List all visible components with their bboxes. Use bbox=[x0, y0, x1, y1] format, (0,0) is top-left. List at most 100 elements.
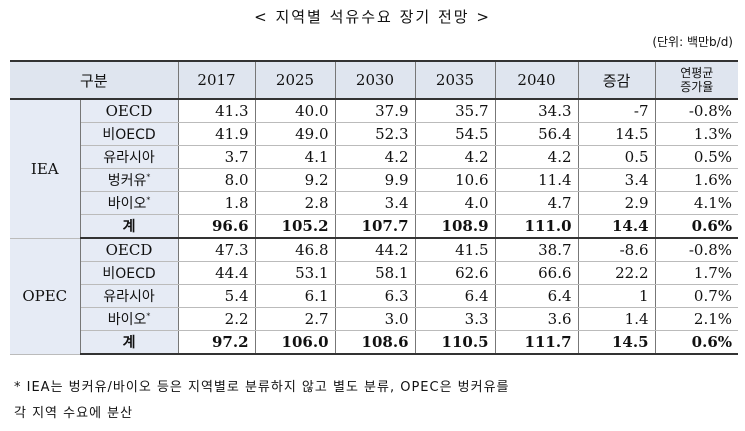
row-label-note: * bbox=[146, 172, 151, 182]
value-cell: 62.6 bbox=[415, 261, 496, 285]
value-cell: 5.4 bbox=[178, 284, 256, 308]
row-label-text: 벙커유 bbox=[107, 173, 147, 189]
value-cell: 46.8 bbox=[255, 238, 336, 262]
value-cell: -0.8% bbox=[655, 99, 739, 123]
value-cell: 108.6 bbox=[335, 330, 416, 355]
value-cell: 4.1% bbox=[655, 191, 739, 215]
value-cell: 2.7 bbox=[255, 307, 336, 331]
value-cell: -0.8% bbox=[655, 238, 739, 262]
value-cell: 3.4 bbox=[578, 168, 656, 192]
table-body: IEA OECD 41.3 40.0 37.9 35.7 34.3 -7 -0.8% 비OECD 4… bbox=[10, 99, 739, 355]
footnote: * IEA는 벙커유/바이오 등은 지역별로 분류하지 않고 별도 분류, OP… bbox=[14, 380, 510, 395]
value-cell: 34.3 bbox=[495, 99, 579, 123]
row-label: 비OECD bbox=[80, 261, 179, 285]
data-row: 벙커유* 8.0 9.2 9.9 10.6 11.4 3.4 1.6% bbox=[10, 168, 739, 192]
value-cell: 10.6 bbox=[415, 168, 496, 192]
value-cell: 2.2 bbox=[178, 307, 256, 331]
header-cell: 연평균 증가율 bbox=[655, 60, 739, 100]
row-label: 벙커유* bbox=[80, 168, 179, 192]
row-label-text: 계 bbox=[122, 219, 136, 235]
value-cell: 4.7 bbox=[495, 191, 579, 215]
value-cell: 111.0 bbox=[495, 214, 579, 239]
row-label: 비OECD bbox=[80, 122, 179, 146]
data-row: 바이오* 2.2 2.7 3.0 3.3 3.6 1.4 2.1% bbox=[10, 307, 739, 331]
value-cell: 47.3 bbox=[178, 238, 256, 262]
row-label-text: 유라시아 bbox=[103, 289, 155, 305]
value-cell: 44.4 bbox=[178, 261, 256, 285]
row-label-note: * bbox=[146, 195, 151, 205]
header-cell: 2025 bbox=[255, 60, 336, 100]
value-cell: 6.1 bbox=[255, 284, 336, 308]
value-cell: 1.7% bbox=[655, 261, 739, 285]
value-cell: 108.9 bbox=[415, 214, 496, 239]
value-cell: 0.6% bbox=[655, 214, 739, 239]
value-cell: 96.6 bbox=[178, 214, 256, 239]
total-row: 계 96.6 105.2 107.7 108.9 111.0 14.4 0.6% bbox=[10, 214, 739, 239]
value-cell: 9.9 bbox=[335, 168, 416, 192]
value-cell: 107.7 bbox=[335, 214, 416, 239]
row-label-note: * bbox=[146, 311, 151, 321]
demand-table: 구분 2017 2025 2030 2035 2040 증감 연평균 증가율 IEA OECD 41… bbox=[10, 60, 739, 355]
value-cell: 14.5 bbox=[578, 122, 656, 146]
header-cell: 2017 bbox=[178, 60, 256, 100]
header-line: 증가율 bbox=[680, 80, 714, 94]
value-cell: 4.1 bbox=[255, 145, 336, 169]
value-cell: 40.0 bbox=[255, 99, 336, 123]
value-cell: 110.5 bbox=[415, 330, 496, 355]
row-label: 계 bbox=[80, 214, 179, 239]
value-cell: 1.6% bbox=[655, 168, 739, 192]
value-cell: 106.0 bbox=[255, 330, 336, 355]
row-label: 유라시아 bbox=[80, 284, 179, 308]
value-cell: 3.6 bbox=[495, 307, 579, 331]
row-label-text: OECD bbox=[105, 241, 153, 259]
value-cell: 9.2 bbox=[255, 168, 336, 192]
row-label-text: OECD bbox=[105, 102, 153, 120]
value-cell: 41.5 bbox=[415, 238, 496, 262]
value-cell: 41.9 bbox=[178, 122, 256, 146]
row-label-text: 바이오 bbox=[107, 312, 147, 328]
row-label: OECD bbox=[80, 238, 179, 262]
data-row: 유라시아 5.4 6.1 6.3 6.4 6.4 1 0.7% bbox=[10, 284, 739, 308]
value-cell: 38.7 bbox=[495, 238, 579, 262]
data-row: 비OECD 44.4 53.1 58.1 62.6 66.6 22.2 1.7% bbox=[10, 261, 739, 285]
row-label: 바이오* bbox=[80, 191, 179, 215]
value-cell: 2.9 bbox=[578, 191, 656, 215]
value-cell: 11.4 bbox=[495, 168, 579, 192]
unit: (단위: 백만b/d) bbox=[652, 35, 733, 49]
row-label-text: 계 bbox=[122, 335, 136, 351]
value-cell: 111.7 bbox=[495, 330, 579, 355]
row-label: 계 bbox=[80, 330, 179, 355]
value-cell: 105.2 bbox=[255, 214, 336, 239]
value-cell: 97.2 bbox=[178, 330, 256, 355]
value-cell: 3.4 bbox=[335, 191, 416, 215]
footnote: 각 지역 수요에 분산 bbox=[14, 406, 134, 421]
row-label: 유라시아 bbox=[80, 145, 179, 169]
value-cell: 56.4 bbox=[495, 122, 579, 146]
value-cell: 3.7 bbox=[178, 145, 256, 169]
value-cell: 4.2 bbox=[415, 145, 496, 169]
title: < 지역별 석유수요 장기 전망 > bbox=[254, 8, 491, 26]
data-row: 유라시아 3.7 4.1 4.2 4.2 4.2 0.5 0.5% bbox=[10, 145, 739, 169]
value-cell: -8.6 bbox=[578, 238, 656, 262]
value-cell: 1.4 bbox=[578, 307, 656, 331]
row-label-text: 비OECD bbox=[102, 127, 156, 143]
value-cell: 44.2 bbox=[335, 238, 416, 262]
value-cell: 8.0 bbox=[178, 168, 256, 192]
value-cell: 1.8 bbox=[178, 191, 256, 215]
header-line: 연평균 bbox=[680, 66, 714, 80]
value-cell: 2.1% bbox=[655, 307, 739, 331]
value-cell: 0.6% bbox=[655, 330, 739, 355]
header-cell: 증감 bbox=[578, 60, 656, 100]
value-cell: 0.7% bbox=[655, 284, 739, 308]
row-label: OECD bbox=[80, 99, 179, 123]
value-cell: 6.4 bbox=[495, 284, 579, 308]
value-cell: 4.2 bbox=[495, 145, 579, 169]
value-cell: 52.3 bbox=[335, 122, 416, 146]
value-cell: 35.7 bbox=[415, 99, 496, 123]
data-row: OPEC OECD 47.3 46.8 44.2 41.5 38.7 -8.6 -0.8% bbox=[10, 238, 739, 355]
value-cell: 6.3 bbox=[335, 284, 416, 308]
value-cell: 0.5% bbox=[655, 145, 739, 169]
value-cell: 58.1 bbox=[335, 261, 416, 285]
row-label-text: 바이오 bbox=[107, 196, 147, 212]
value-cell: 41.3 bbox=[178, 99, 256, 123]
